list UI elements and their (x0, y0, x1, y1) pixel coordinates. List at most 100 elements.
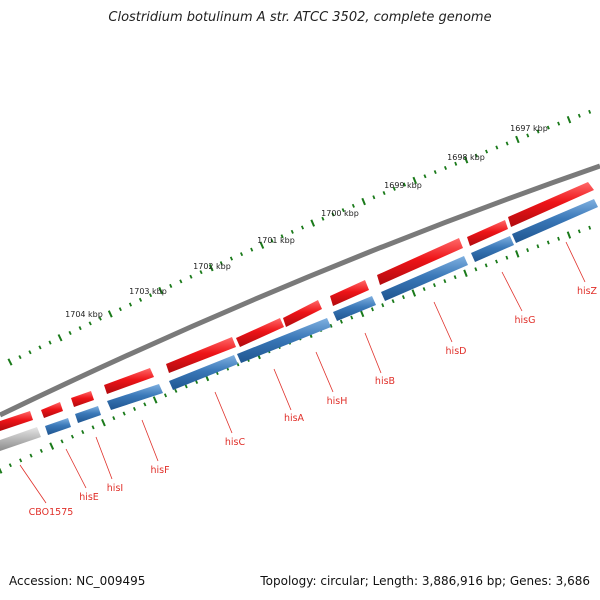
outer-scale-tick (107, 310, 113, 318)
outer-scale-tick (361, 197, 366, 206)
outer-scale-ticks (7, 109, 592, 366)
outer-scale-tick (310, 219, 316, 227)
inner-scale-tick (122, 411, 126, 416)
gene-bar-hisG-reverse[interactable] (471, 236, 514, 262)
scale-tick-label: 1703 kbp (129, 287, 167, 296)
outer-scale-tick (250, 247, 254, 252)
gene-label[interactable]: hisF (150, 465, 169, 476)
outer-scale-tick (259, 241, 265, 249)
inner-scale-tick (143, 402, 147, 407)
gene-arrow-hisF-forward[interactable] (104, 368, 154, 394)
inner-scale-tick (401, 295, 405, 300)
outer-scale-tick (199, 270, 203, 275)
callout-line-hisD (433, 301, 453, 343)
reverse-strand-genes (0, 199, 598, 451)
inner-scale-tick (132, 406, 137, 411)
outer-scale-tick (423, 174, 427, 179)
gene-label[interactable]: CBO1575 (29, 507, 74, 518)
outer-scale-tick (28, 350, 32, 355)
inner-scale-tick (432, 283, 436, 288)
callout-line-CBO1575 (19, 464, 47, 504)
inner-scale-tick (350, 315, 354, 320)
gene-bar-hisA-hisH-reverse[interactable] (237, 318, 331, 363)
gene-bar-CBO1575-reverse[interactable] (0, 427, 41, 451)
gene-bar-hisF-reverse[interactable] (107, 384, 163, 410)
outer-scale-tick (128, 302, 133, 307)
inner-scale-tick (566, 231, 572, 239)
gene-bar-hisD-reverse[interactable] (381, 256, 468, 301)
outer-scale-tick (57, 334, 63, 342)
callout-line-hisG (501, 271, 523, 312)
scale-tick-label: 1701 kbp (257, 236, 295, 245)
inner-scale-tick (329, 323, 333, 328)
outer-scale-tick (331, 212, 335, 217)
outer-scale-tick (588, 109, 592, 114)
outer-scale-tick (526, 133, 530, 138)
outer-scale-tick (566, 115, 572, 124)
callout-line-hisC (214, 391, 233, 434)
gene-label[interactable]: hisA (284, 413, 305, 424)
outer-scale-tick (463, 156, 469, 164)
outer-scale-tick (372, 195, 376, 200)
callout-line-hisI (95, 436, 113, 480)
gene-label[interactable]: hisH (327, 396, 348, 407)
outer-scale-tick (536, 129, 540, 134)
inner-scale-tick (29, 453, 33, 458)
gene-label[interactable]: hisD (446, 346, 467, 357)
outer-scale-tick (219, 261, 223, 266)
inner-scale-tick (112, 416, 116, 421)
outer-scale-tick (38, 345, 42, 350)
outer-scale-tick (280, 234, 284, 239)
genome-summary-text: Topology: circular; Length: 3,886,916 bp… (260, 574, 590, 588)
outer-scale-tick (239, 252, 244, 257)
gene-arrow-hisA-forward[interactable] (236, 318, 284, 347)
scale-tick-label: 1702 kbp (193, 262, 231, 271)
outer-scale-tick (7, 358, 13, 366)
gene-bar-hisZ-reverse[interactable] (512, 199, 598, 243)
inner-scale-tick (101, 418, 106, 427)
callout-line-hisE (65, 448, 87, 489)
gene-bar-hisE-reverse[interactable] (45, 418, 71, 435)
gene-arrow-hisZ-forward[interactable] (508, 182, 594, 227)
map-title: Clostridium botulinum A str. ATCC 3502, … (108, 10, 492, 25)
gene-arrow-hisE-forward[interactable] (41, 402, 63, 418)
gene-label[interactable]: hisZ (577, 286, 598, 297)
gene-label[interactable]: hisE (79, 492, 99, 503)
gene-callout-lines (19, 241, 586, 504)
inner-scale-tick (474, 267, 478, 272)
inner-scale-tick (152, 396, 158, 404)
inner-scale-tick (359, 309, 365, 318)
gene-arrow-hisI-forward[interactable] (71, 391, 94, 407)
callout-line-hisA (273, 368, 292, 411)
outer-scale-tick (402, 182, 407, 187)
inner-scale-tick (577, 229, 581, 234)
inner-scale-tick (163, 393, 168, 398)
gene-arrow-CBO1575-forward[interactable] (0, 411, 33, 431)
inner-scale-tick (526, 248, 530, 253)
inner-scale-tick (422, 287, 426, 292)
gene-label[interactable]: hisG (515, 315, 536, 326)
gene-bar-hisC-reverse[interactable] (169, 355, 238, 390)
outer-scale-tick (474, 153, 478, 158)
inner-scale-tick (411, 289, 417, 297)
outer-scale-tick (454, 161, 458, 166)
gene-arrow-hisC-forward[interactable] (166, 337, 236, 373)
outer-scale-tick (382, 191, 386, 196)
gene-label[interactable]: hisB (375, 376, 395, 387)
gene-arrow-hisB-forward[interactable] (330, 280, 369, 306)
gene-bar-hisB-reverse[interactable] (333, 296, 376, 321)
gene-bar-hisI-reverse[interactable] (75, 406, 101, 423)
gene-label[interactable]: hisI (107, 483, 123, 494)
gene-arrow-hisH-forward[interactable] (283, 300, 322, 327)
gene-arrow-hisD-forward[interactable] (377, 238, 463, 285)
inner-scale-tick (0, 467, 3, 474)
gene-label[interactable]: hisC (225, 437, 246, 448)
inner-scale-tick (588, 225, 592, 230)
gene-arrow-hisG-forward[interactable] (467, 220, 508, 246)
outer-scale-tick (443, 165, 448, 170)
inner-scale-tick (60, 439, 64, 444)
scale-tick-label: 1704 kbp (65, 310, 103, 319)
inner-scale-tick (91, 425, 95, 430)
